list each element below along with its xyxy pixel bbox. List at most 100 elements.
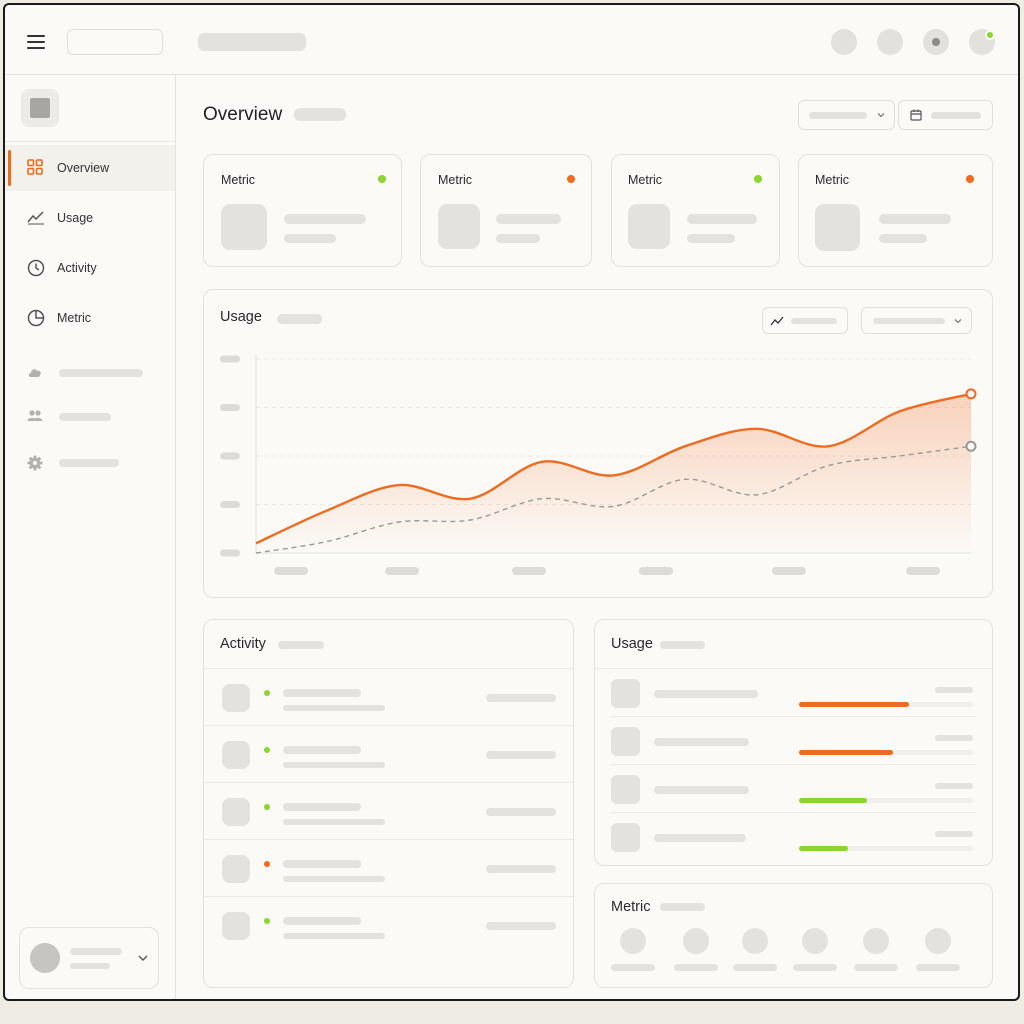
sidebar-item-overview[interactable]: Overview <box>5 145 175 191</box>
clock-icon <box>27 259 45 277</box>
sidebar-label-placeholder <box>59 369 143 377</box>
metric-panel: Metric <box>594 883 993 988</box>
chart-range-dropdown[interactable] <box>861 307 972 334</box>
chart-subtitle-placeholder <box>277 314 322 324</box>
divider <box>204 782 573 783</box>
metric-card[interactable]: Metric <box>203 154 402 267</box>
users-icon <box>27 410 43 421</box>
metric-value-placeholder <box>687 214 757 224</box>
status-dot <box>264 918 270 924</box>
pie-chart-icon <box>27 309 45 327</box>
date-value-placeholder <box>931 112 981 119</box>
sidebar: Overview Usage Activity Metric <box>5 75 176 999</box>
menu-icon[interactable] <box>27 33 47 49</box>
x-tick-label <box>772 567 806 575</box>
metric-card[interactable]: Metric <box>798 154 993 267</box>
metric-card-title: Metric <box>221 173 256 187</box>
activity-row[interactable] <box>204 783 573 840</box>
metric-item-label-placeholder <box>916 964 960 971</box>
sidebar-item-placeholder[interactable] <box>27 453 157 473</box>
metric-item-label-placeholder <box>674 964 718 971</box>
sidebar-item-usage[interactable]: Usage <box>5 195 175 241</box>
activity-title: Activity <box>220 636 266 652</box>
notification-icon[interactable] <box>831 29 857 55</box>
metric-sub-placeholder <box>879 234 927 243</box>
x-tick-label <box>906 567 940 575</box>
sidebar-item-label: Overview <box>57 161 110 175</box>
sidebar-item-activity[interactable]: Activity <box>5 245 175 291</box>
sidebar-item-metric[interactable]: Metric <box>5 295 175 341</box>
divider <box>595 668 992 669</box>
app-logo[interactable] <box>21 89 59 127</box>
activity-row[interactable] <box>204 840 573 897</box>
activity-title-placeholder <box>283 803 361 811</box>
chevron-down-icon <box>877 113 885 118</box>
series-endpoint[interactable] <box>965 388 977 400</box>
user-role-placeholder <box>70 963 110 969</box>
metric-item-label-placeholder <box>854 964 898 971</box>
filter-value-placeholder <box>809 112 867 119</box>
chart-type-toggle[interactable] <box>762 307 848 334</box>
usage-item-label-placeholder <box>654 834 746 842</box>
status-dot <box>754 175 762 183</box>
help-icon[interactable] <box>877 29 903 55</box>
activity-row[interactable] <box>204 726 573 783</box>
y-tick-label <box>220 355 240 363</box>
usage-item-label-placeholder <box>654 690 758 698</box>
activity-row[interactable] <box>204 669 573 726</box>
grid-icon <box>27 159 43 175</box>
metric-sub-placeholder <box>284 234 336 243</box>
usage-row[interactable] <box>595 669 992 717</box>
status-dot <box>264 861 270 867</box>
series-endpoint[interactable] <box>965 440 977 452</box>
usage-row[interactable] <box>595 765 992 813</box>
usage-item-icon <box>611 727 640 756</box>
usage-row[interactable] <box>595 813 992 861</box>
y-tick-label <box>220 501 240 508</box>
metric-item[interactable] <box>611 928 655 976</box>
date-range-picker[interactable] <box>898 100 993 130</box>
metric-card[interactable]: Metric <box>611 154 780 267</box>
metric-item[interactable] <box>854 928 898 976</box>
metric-item[interactable] <box>793 928 837 976</box>
metric-icon-placeholder <box>815 204 860 251</box>
usage-list-title: Usage <box>611 636 653 652</box>
usage-list-panel: Usage <box>594 619 993 866</box>
profile-avatar[interactable] <box>969 29 995 55</box>
activity-sub-placeholder <box>283 933 385 939</box>
metric-value-placeholder <box>496 214 561 224</box>
status-dot <box>264 747 270 753</box>
activity-time-placeholder <box>486 694 556 702</box>
activity-row[interactable] <box>204 897 573 954</box>
activity-subtitle-placeholder <box>278 641 324 649</box>
breadcrumb <box>198 33 306 51</box>
theme-toggle-icon[interactable] <box>923 29 949 55</box>
line-chart <box>220 355 977 575</box>
activity-sub-placeholder <box>283 705 385 711</box>
avatar <box>222 684 250 712</box>
sidebar-item-label: Metric <box>57 311 92 325</box>
usage-row[interactable] <box>595 717 992 765</box>
avatar <box>222 912 250 940</box>
metric-item[interactable] <box>916 928 960 976</box>
chart-type-placeholder <box>791 318 837 324</box>
metric-item[interactable] <box>733 928 777 976</box>
app-window: Overview Usage Activity Metric <box>3 3 1020 1001</box>
metric-card[interactable]: Metric <box>420 154 592 267</box>
cloud-icon <box>28 369 41 377</box>
metric-item[interactable] <box>674 928 718 976</box>
sidebar-item-placeholder[interactable] <box>27 363 157 383</box>
series-line <box>255 392 972 545</box>
user-name-placeholder <box>70 948 122 955</box>
divider <box>204 725 573 726</box>
metric-card-title: Metric <box>628 173 663 187</box>
usage-chart-panel: Usage <box>203 289 993 598</box>
user-menu[interactable] <box>19 927 159 989</box>
sidebar-item-placeholder[interactable] <box>27 407 157 427</box>
online-status-dot <box>985 30 995 40</box>
metric-item-label-placeholder <box>793 964 837 971</box>
sidebar-item-label: Activity <box>57 261 97 275</box>
activity-time-placeholder <box>486 751 556 759</box>
filter-dropdown[interactable] <box>798 100 895 130</box>
search-input[interactable] <box>67 29 163 55</box>
